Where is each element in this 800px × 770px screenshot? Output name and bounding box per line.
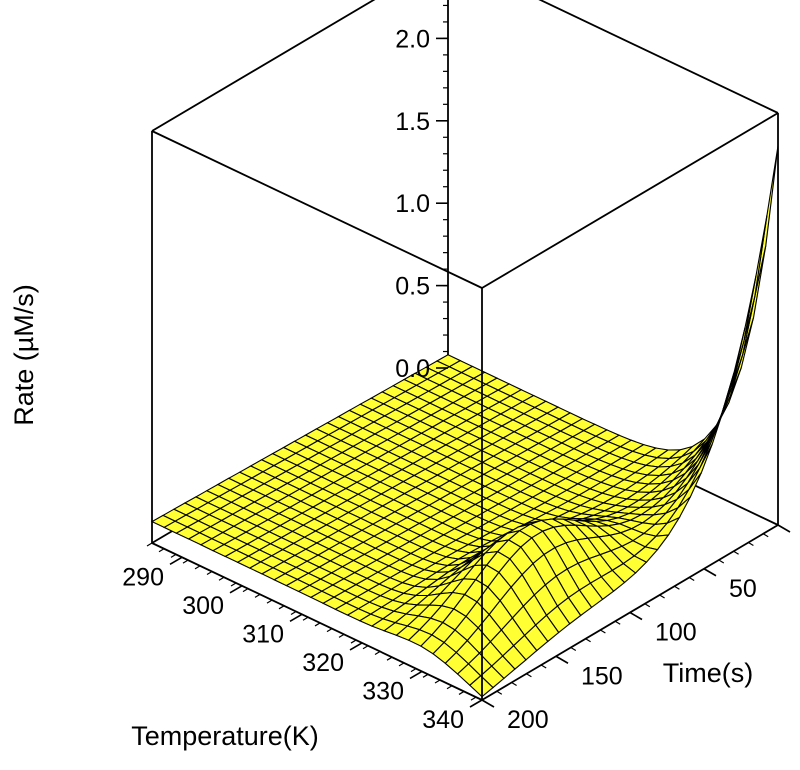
box-edge-back-7 [481,112,779,289]
z-tick-label: 0.5 [395,273,430,301]
x-tick [349,642,363,651]
z-axis-title: Rate (µM/s) [9,284,39,426]
x-tick-label: 290 [122,563,164,591]
x-minor-tick [446,685,453,690]
y-minor-tick [674,585,680,590]
y-minor-tick [526,673,532,678]
y-minor-tick [496,690,503,695]
x-minor-tick [242,588,249,593]
x-minor-tick [326,628,333,633]
x-minor-tick [374,650,381,655]
box-edge-back-2 [538,0,779,114]
y-minor-tick [644,603,651,608]
y-minor-tick [570,646,577,652]
y-tick-label: 50 [729,575,757,603]
x-minor-tick [362,645,369,650]
x-minor-tick [278,605,285,610]
y-tick-label: 200 [507,706,549,734]
y-minor-tick [481,699,488,704]
z-tick-label: 1.0 [395,190,430,218]
box-edge-back-1 [151,0,376,132]
x-minor-tick [386,656,393,661]
x-minor-tick [470,696,477,701]
x-minor-tick [146,542,153,547]
x-tick-label: 330 [362,677,404,705]
y-tick-label: 100 [655,619,697,647]
x-minor-tick [254,593,261,598]
y-minor-tick [614,620,621,625]
y-tick-label: 150 [581,662,623,690]
y-minor-tick [600,629,606,634]
x-minor-tick [266,599,273,604]
z-tick-label: 0.0 [395,355,430,383]
y-minor-tick [703,568,710,573]
y-minor-tick [718,559,725,564]
x-minor-tick [158,548,165,553]
x-minor-tick [170,553,177,558]
y-minor-tick [777,524,784,529]
x-minor-tick [182,559,189,564]
x-minor-tick [350,639,357,644]
x-minor-tick [302,616,309,621]
x-tick [229,585,243,594]
x-minor-tick [290,610,297,616]
x-tick [169,556,183,565]
x-axis-title: Temperature(K) [131,721,319,751]
y-minor-tick [688,576,695,582]
z-tick-label: 1.5 [395,108,430,136]
x-minor-tick [422,673,429,678]
y-minor-tick [629,611,636,617]
y-minor-tick [540,664,547,669]
x-tick [409,670,423,680]
x-tick [469,699,483,708]
x-tick-label: 300 [182,592,224,620]
x-minor-tick [230,582,237,587]
y-minor-tick [585,638,591,643]
y-minor-tick [762,533,769,538]
x-tick-label: 320 [302,649,344,677]
rate-surface [150,145,779,698]
box-edge-front-1 [151,542,483,701]
x-minor-tick [398,662,405,667]
axis-tick-labels: 0.00.51.01.52.02.52903003103203303400501… [122,25,757,734]
y-minor-tick [555,655,562,660]
box-edge-back-8 [151,130,483,289]
x-minor-tick [194,565,201,570]
x-minor-tick [218,576,225,581]
y-minor-tick [748,541,754,547]
x-minor-tick [458,690,465,695]
y-axis-title: Time(s) [663,658,753,688]
x-tick-label: 310 [242,620,284,648]
surface-cell [710,372,735,443]
x-minor-tick [434,679,441,684]
y-minor-tick [659,594,665,599]
axis-ticks [146,4,791,708]
x-tick-label: 340 [422,706,464,734]
z-tick-label: 2.0 [395,25,430,53]
x-tick [289,613,303,623]
x-minor-tick [410,668,417,673]
x-minor-tick [338,633,345,638]
y-minor-tick [733,550,739,555]
y-minor-tick [511,681,517,687]
x-minor-tick [314,622,321,627]
x-minor-tick [206,571,213,576]
